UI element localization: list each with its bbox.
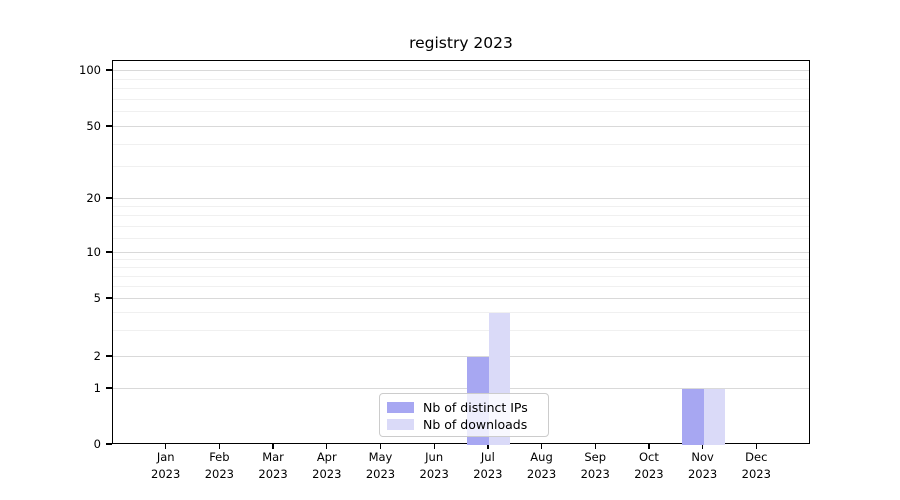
y-gridline-minor <box>113 312 809 314</box>
y-gridline-minor <box>113 88 809 90</box>
y-gridline-minor <box>113 111 809 113</box>
y-gridline-major <box>113 69 809 71</box>
y-gridline-minor <box>113 166 809 168</box>
bar-distinct-ips <box>682 389 704 445</box>
y-tick-mark <box>106 355 112 357</box>
x-tick-mark <box>702 444 704 449</box>
y-gridline-minor <box>113 98 809 100</box>
y-tick-label: 50 <box>86 119 101 133</box>
y-tick-label: 1 <box>93 381 101 395</box>
plot-area: Nb of distinct IPs Nb of downloads <box>112 60 810 445</box>
y-tick-label: 100 <box>79 62 101 77</box>
y-gridline-major <box>113 252 809 253</box>
y-tick-mark <box>106 69 112 71</box>
x-tick-mark <box>433 444 435 449</box>
y-tick-label: 0 <box>93 437 101 451</box>
y-tick-mark <box>106 443 112 445</box>
x-tick-mark <box>648 444 650 449</box>
y-tick-mark <box>106 125 112 127</box>
x-tick-label: Dec 2023 <box>741 450 771 481</box>
legend-swatch-downloads <box>387 418 414 430</box>
x-tick-mark <box>218 444 221 449</box>
y-gridline-major <box>113 198 809 199</box>
y-gridline-minor <box>113 237 809 239</box>
y-gridline-major <box>113 126 809 127</box>
y-tick-label: 20 <box>86 191 101 205</box>
y-gridline-minor <box>113 285 809 287</box>
chart-title: registry 2023 <box>409 34 513 52</box>
y-gridline-major <box>113 388 809 389</box>
y-tick-label: 5 <box>93 291 101 305</box>
y-gridline-minor <box>113 215 809 217</box>
legend: Nb of distinct IPs Nb of downloads <box>379 393 549 437</box>
x-tick-label: May 2023 <box>365 450 396 481</box>
y-tick-mark <box>106 251 112 253</box>
y-tick-label: 10 <box>86 245 101 259</box>
y-tick-mark <box>106 197 112 199</box>
x-tick-label: Aug 2023 <box>526 450 557 481</box>
y-gridline-minor <box>113 275 809 277</box>
y-tick-mark <box>106 297 112 299</box>
x-tick-mark <box>165 444 167 449</box>
y-gridline-minor <box>113 78 809 80</box>
y-gridline-minor <box>113 330 809 332</box>
y-tick-label: 2 <box>93 348 101 363</box>
y-gridline-minor <box>113 266 809 268</box>
y-gridline-minor <box>113 258 809 260</box>
x-tick-label: Feb 2023 <box>204 450 235 481</box>
legend-label-distinct-ips: Nb of distinct IPs <box>423 399 528 415</box>
x-tick-mark <box>272 444 274 449</box>
x-tick-label: Sep 2023 <box>580 450 610 481</box>
y-tick-mark <box>106 387 112 389</box>
x-tick-label: Mar 2023 <box>258 450 288 481</box>
legend-label-downloads: Nb of downloads <box>423 416 528 432</box>
legend-item-distinct-ips: Nb of distinct IPs <box>387 399 540 415</box>
y-gridline-major <box>113 298 809 299</box>
x-tick-mark <box>540 444 543 449</box>
x-tick-mark <box>487 444 489 449</box>
y-gridline-minor <box>113 206 809 208</box>
x-tick-label: Jul 2023 <box>473 450 503 481</box>
x-tick-label: Nov 2023 <box>687 450 718 481</box>
x-tick-label: Jan 2023 <box>151 450 181 481</box>
legend-item-downloads: Nb of downloads <box>387 416 540 432</box>
x-tick-mark <box>379 444 382 449</box>
x-tick-mark <box>594 444 596 449</box>
x-tick-mark <box>326 444 328 449</box>
x-tick-mark <box>755 444 757 449</box>
y-gridline-minor <box>113 143 809 145</box>
bar-downloads <box>703 389 726 445</box>
legend-swatch-distinct-ips <box>387 401 414 413</box>
y-gridline-minor <box>113 225 809 227</box>
y-gridline-major <box>113 355 809 357</box>
x-tick-label: Oct 2023 <box>634 450 664 481</box>
x-tick-label: Apr 2023 <box>312 450 342 481</box>
x-tick-label: Jun 2023 <box>419 450 449 481</box>
